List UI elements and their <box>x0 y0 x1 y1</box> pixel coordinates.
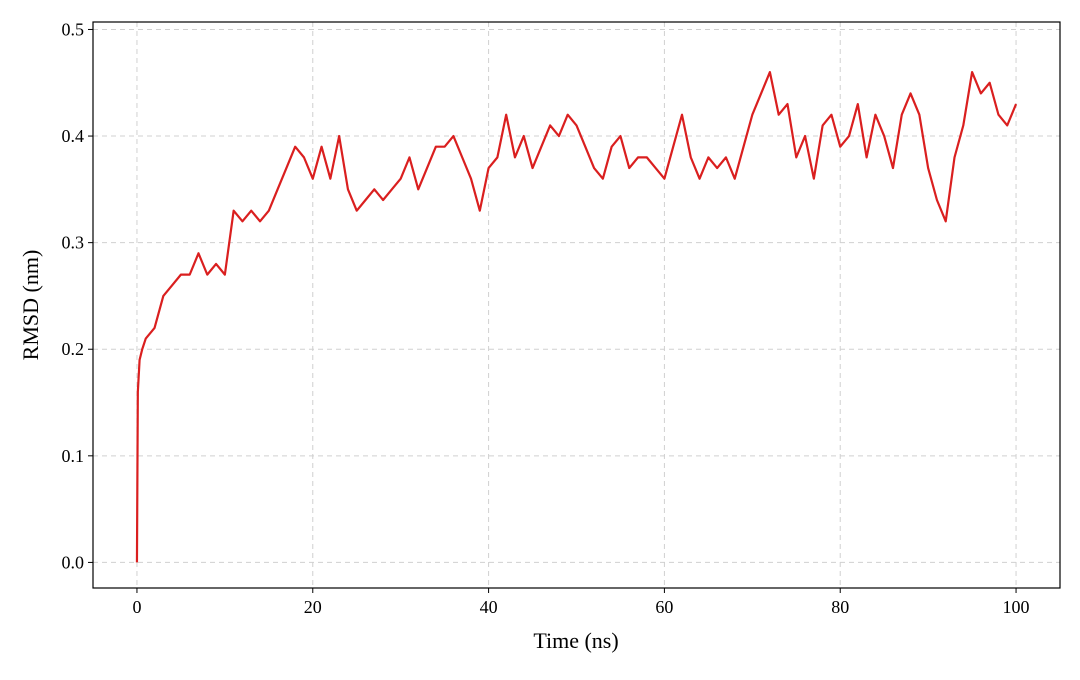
x-tick-label: 40 <box>480 597 498 617</box>
x-tick-label: 80 <box>831 597 849 617</box>
y-tick-label: 0.5 <box>62 19 85 39</box>
y-tick-label: 0.3 <box>62 233 85 253</box>
x-tick-label: 20 <box>304 597 322 617</box>
x-tick-label: 0 <box>132 597 141 617</box>
series-line <box>135 71 1018 563</box>
x-tick-label: 60 <box>655 597 673 617</box>
y-tick-label: 0.1 <box>62 446 85 466</box>
x-tick-label: 100 <box>1003 597 1030 617</box>
y-tick-label: 0.0 <box>62 552 85 572</box>
x-axis-label: Time (ns) <box>533 628 618 653</box>
y-tick-label: 0.2 <box>62 339 85 359</box>
y-tick-label: 0.4 <box>62 126 85 146</box>
plot-frame <box>92 21 1061 589</box>
y-axis-label: RMSD (nm) <box>18 250 43 361</box>
